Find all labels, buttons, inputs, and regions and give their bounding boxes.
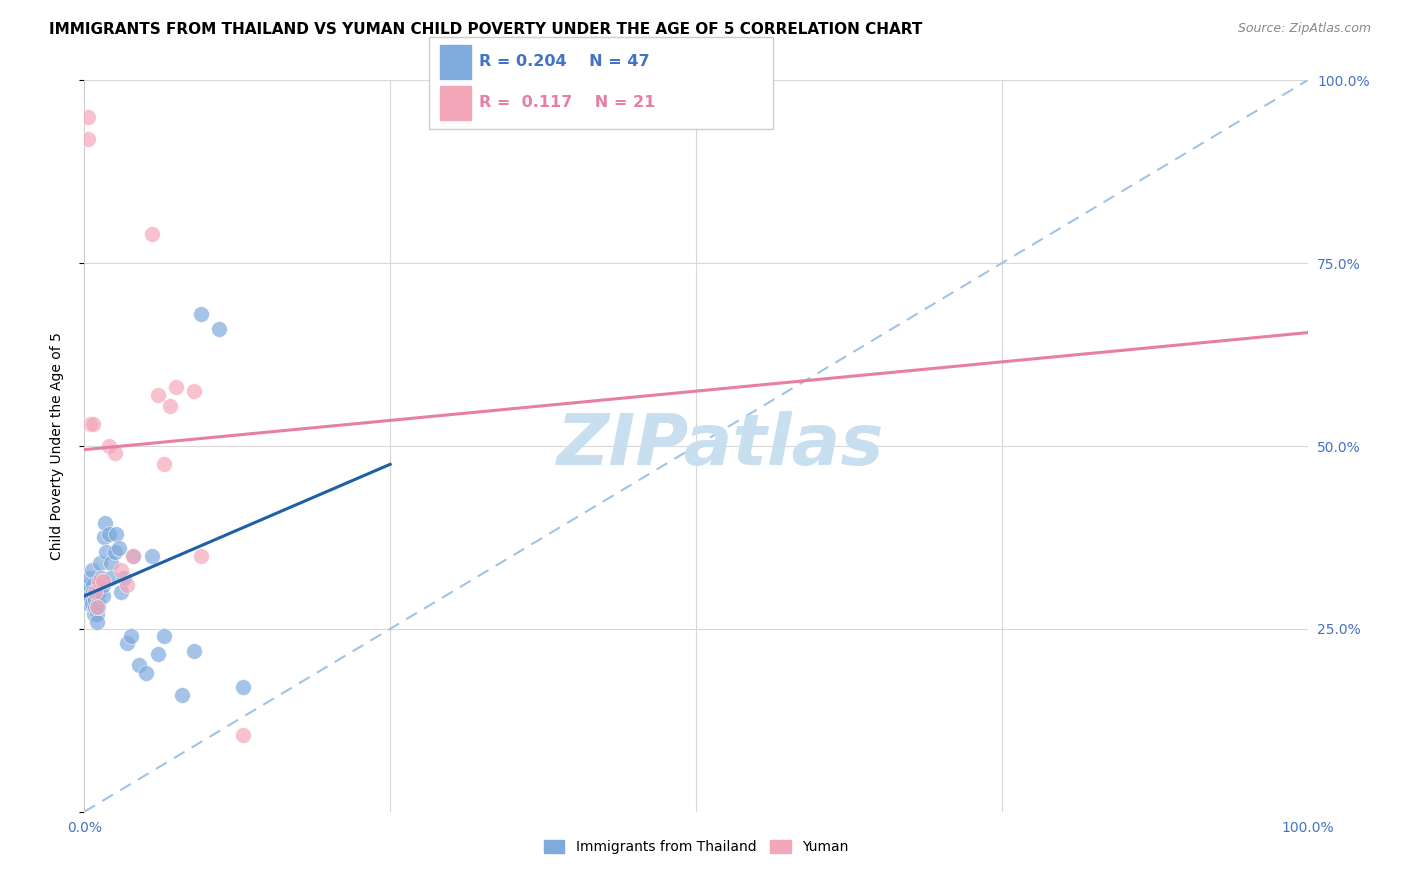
- Point: [90, 571, 112, 585]
- Point: [159, 399, 181, 413]
- Point: [94, 516, 117, 530]
- Point: [190, 307, 212, 321]
- Point: [110, 585, 132, 599]
- Point: [100, 571, 122, 585]
- Text: R =  0.117    N = 21: R = 0.117 N = 21: [479, 95, 655, 111]
- Point: [190, 549, 212, 563]
- Point: [93, 530, 115, 544]
- Point: [83, 589, 105, 603]
- Point: [122, 549, 145, 563]
- Point: [87, 578, 110, 592]
- Point: [89, 556, 111, 570]
- Point: [84, 592, 107, 607]
- Point: [86, 599, 108, 614]
- Point: [115, 636, 138, 650]
- Point: [80, 596, 103, 610]
- Point: [165, 380, 187, 394]
- Point: [107, 541, 129, 556]
- Point: [146, 648, 169, 662]
- Point: [86, 615, 108, 629]
- Point: [87, 599, 110, 614]
- Text: ZIPatlas: ZIPatlas: [557, 411, 884, 481]
- Point: [91, 589, 114, 603]
- Point: [232, 728, 254, 742]
- Point: [82, 585, 104, 599]
- Point: [115, 578, 138, 592]
- Point: [172, 688, 194, 702]
- Point: [104, 545, 127, 559]
- Point: [104, 446, 127, 460]
- Text: IMMIGRANTS FROM THAILAND VS YUMAN CHILD POVERTY UNDER THE AGE OF 5 CORRELATION C: IMMIGRANTS FROM THAILAND VS YUMAN CHILD …: [49, 22, 922, 37]
- Point: [91, 578, 114, 592]
- Point: [105, 526, 128, 541]
- Point: [84, 599, 107, 614]
- Point: [84, 585, 107, 599]
- Point: [128, 658, 150, 673]
- Point: [80, 563, 103, 577]
- Point: [97, 439, 120, 453]
- Point: [135, 665, 157, 680]
- Point: [91, 574, 114, 589]
- Point: [100, 556, 122, 570]
- Point: [77, 578, 100, 592]
- Point: [112, 571, 135, 585]
- Point: [77, 596, 100, 610]
- Point: [87, 596, 110, 610]
- Legend: Immigrants from Thailand, Yuman: Immigrants from Thailand, Yuman: [538, 835, 853, 860]
- Point: [77, 110, 100, 124]
- Point: [208, 322, 231, 336]
- Point: [153, 629, 176, 643]
- Point: [183, 644, 205, 658]
- Point: [77, 585, 100, 599]
- Point: [87, 574, 110, 589]
- Point: [79, 571, 101, 585]
- Point: [141, 227, 163, 241]
- Text: Source: ZipAtlas.com: Source: ZipAtlas.com: [1237, 22, 1371, 36]
- Point: [153, 458, 176, 472]
- Point: [122, 549, 145, 563]
- Point: [87, 585, 110, 599]
- Point: [82, 578, 104, 592]
- Text: R = 0.204    N = 47: R = 0.204 N = 47: [479, 54, 650, 69]
- Point: [146, 388, 169, 402]
- Point: [86, 607, 108, 622]
- Point: [96, 545, 118, 559]
- Point: [183, 384, 205, 399]
- Point: [110, 563, 132, 577]
- Point: [83, 607, 105, 622]
- Point: [77, 132, 100, 146]
- Point: [232, 681, 254, 695]
- Point: [120, 629, 142, 643]
- Y-axis label: Child Poverty Under the Age of 5: Child Poverty Under the Age of 5: [49, 332, 63, 560]
- Point: [79, 589, 101, 603]
- Point: [79, 417, 101, 431]
- Point: [82, 417, 104, 431]
- Point: [141, 549, 163, 563]
- Point: [97, 526, 120, 541]
